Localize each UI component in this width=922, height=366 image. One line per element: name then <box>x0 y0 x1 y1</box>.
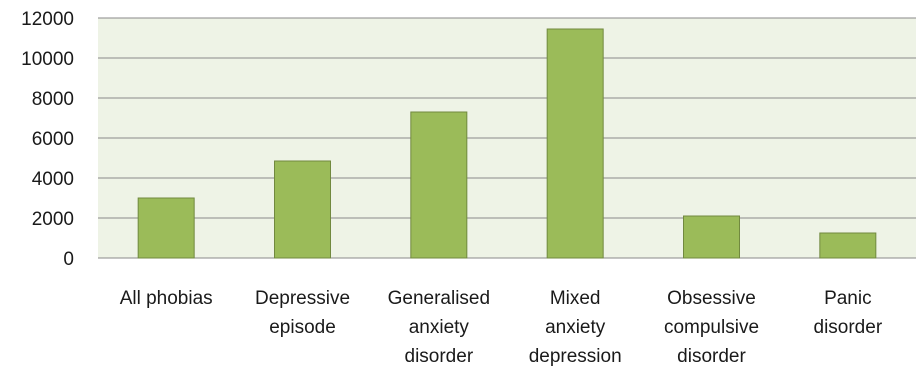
y-tick-label: 6000 <box>32 129 74 150</box>
category-label: Panic disorder <box>814 288 883 338</box>
y-tick-label: 12000 <box>21 9 74 30</box>
bar <box>137 197 195 259</box>
y-axis: 0 2000 4000 6000 8000 10000 12000 <box>21 9 74 270</box>
bar <box>819 232 877 259</box>
category-label-line: Panic <box>824 288 872 309</box>
bars <box>137 28 877 259</box>
category-label: Generalised anxiety disorder <box>388 288 490 366</box>
category-label: Obsessive compulsive disorder <box>664 288 759 366</box>
category-label-line: disorder <box>814 317 883 338</box>
x-axis: All phobias Depressive episode Generalised a… <box>120 288 883 366</box>
y-tick-label: 10000 <box>21 49 74 70</box>
bar <box>274 160 331 259</box>
y-tick-label: 4000 <box>32 169 74 190</box>
category-label-line: All phobias <box>120 288 213 309</box>
category-label-line: depression <box>529 346 622 366</box>
category-label-line: disorder <box>405 346 474 366</box>
category-label-line: disorder <box>677 346 746 366</box>
bar <box>546 28 604 259</box>
y-tick-label: 0 <box>63 249 74 270</box>
category-label-line: episode <box>269 317 336 338</box>
category-label-line: Depressive <box>255 288 350 309</box>
bar <box>410 111 468 259</box>
category-label-line: Obsessive <box>667 288 756 309</box>
gridlines <box>98 17 916 259</box>
category-label-line: anxiety <box>409 317 470 338</box>
category-label-line: Mixed <box>550 288 601 309</box>
category-label: Mixed anxiety depression <box>529 288 622 366</box>
bar <box>683 215 740 259</box>
category-label: Depressive episode <box>255 288 350 338</box>
category-label-line: compulsive <box>664 317 759 338</box>
y-tick-label: 8000 <box>32 89 74 110</box>
y-tick-label: 2000 <box>32 209 74 230</box>
category-label-line: Generalised <box>388 288 490 309</box>
category-label-line: anxiety <box>545 317 606 338</box>
category-label: All phobias <box>120 288 213 309</box>
